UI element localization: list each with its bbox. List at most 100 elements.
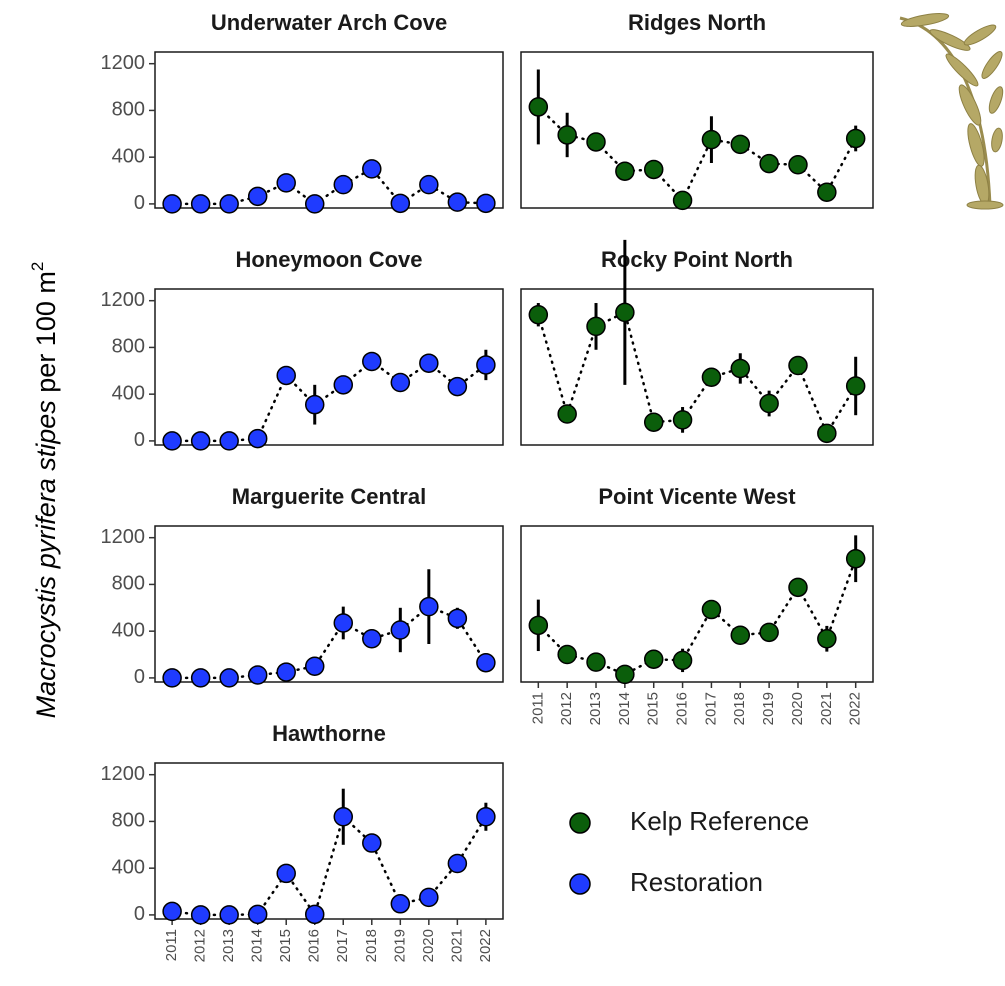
point [701,129,722,150]
x-tick-label: 2017 [702,692,719,725]
point [219,431,239,451]
y-tick-label: 800 [112,810,145,832]
point [276,662,296,682]
x-tick-label: 2013 [220,929,237,962]
point [615,664,635,685]
point [557,644,577,665]
point [419,887,439,908]
x-tick-label: 2016 [306,929,323,962]
point [643,159,664,180]
x-tick-label: 2014 [616,692,633,725]
point [190,431,211,451]
panel-frame [154,288,504,446]
x-tick-label: 2011 [529,692,546,724]
point [528,304,549,325]
x-tick-label: 2021 [818,692,835,725]
point [447,608,468,629]
point [759,622,779,643]
y-tick-label: 0 [134,429,145,451]
y-tick-label: 1200 [101,52,146,74]
point [788,577,808,598]
point [817,423,837,444]
legend-label: Restoration [630,867,763,897]
series-line [170,359,488,443]
point [672,650,693,671]
series-line [537,105,857,203]
point [528,97,549,117]
point [476,355,496,375]
point [333,375,354,395]
legend-label: Kelp Reference [630,806,809,836]
point [276,365,296,386]
panel-frame [520,288,874,446]
point [701,367,722,387]
point [586,132,606,152]
point [419,596,439,617]
y-tick-label: 1200 [101,763,146,785]
point [586,316,606,337]
panel-frame [520,51,874,209]
kelp-decoration [899,13,1004,210]
legend-marker [569,812,591,834]
y-label-sup: 2 [28,262,47,271]
series-line [170,167,488,206]
point [476,807,496,827]
y-tick-label: 400 [112,382,145,404]
y-tick-label: 400 [112,619,145,641]
point [419,353,439,373]
point [845,376,866,396]
x-tick-label: 2012 [558,692,575,725]
x-tick-label: 2019 [760,692,777,725]
point [162,901,182,922]
y-tick-label: 1200 [101,526,146,548]
x-tick-label: 2020 [420,929,437,962]
point [390,894,411,914]
x-tick-label: 2022 [477,929,494,962]
series-line [537,557,857,676]
point [730,134,751,155]
series-line [170,814,488,918]
y-label-unit: per 100 m [31,271,61,393]
x-tick-label: 2018 [363,929,380,962]
panel-title: Underwater Arch Cove [211,10,447,35]
point [304,394,325,415]
panel-title: Point Vicente West [598,484,796,509]
point [162,194,182,214]
y-axis-label: Macrocystis pyrifera stipes per 100 m2 [28,262,61,719]
point [586,652,606,672]
point [276,863,296,884]
panel-title: Hawthorne [272,721,386,746]
x-tick-label: 2020 [789,692,806,725]
point [162,668,182,688]
point [304,904,325,925]
point [162,431,182,451]
y-tick-label: 0 [134,666,145,688]
point [333,613,354,633]
panel-frame [154,51,504,209]
y-tick-label: 800 [112,573,145,595]
point [362,629,382,649]
point [845,548,866,569]
point [672,190,693,211]
point [845,128,866,149]
point [304,656,325,676]
point [817,629,837,649]
point [557,404,577,424]
point [333,174,354,195]
point [390,620,411,640]
point [304,194,325,214]
panel-frame [154,525,504,683]
series-line [170,605,488,680]
point [247,665,268,685]
point [362,833,382,853]
point [219,668,239,688]
point [788,155,808,175]
point [528,615,549,636]
x-tick-label: 2015 [645,692,662,725]
point [476,193,496,214]
point [447,853,468,874]
point [247,904,268,925]
x-tick-label: 2014 [249,929,266,962]
y-tick-label: 400 [112,856,145,878]
